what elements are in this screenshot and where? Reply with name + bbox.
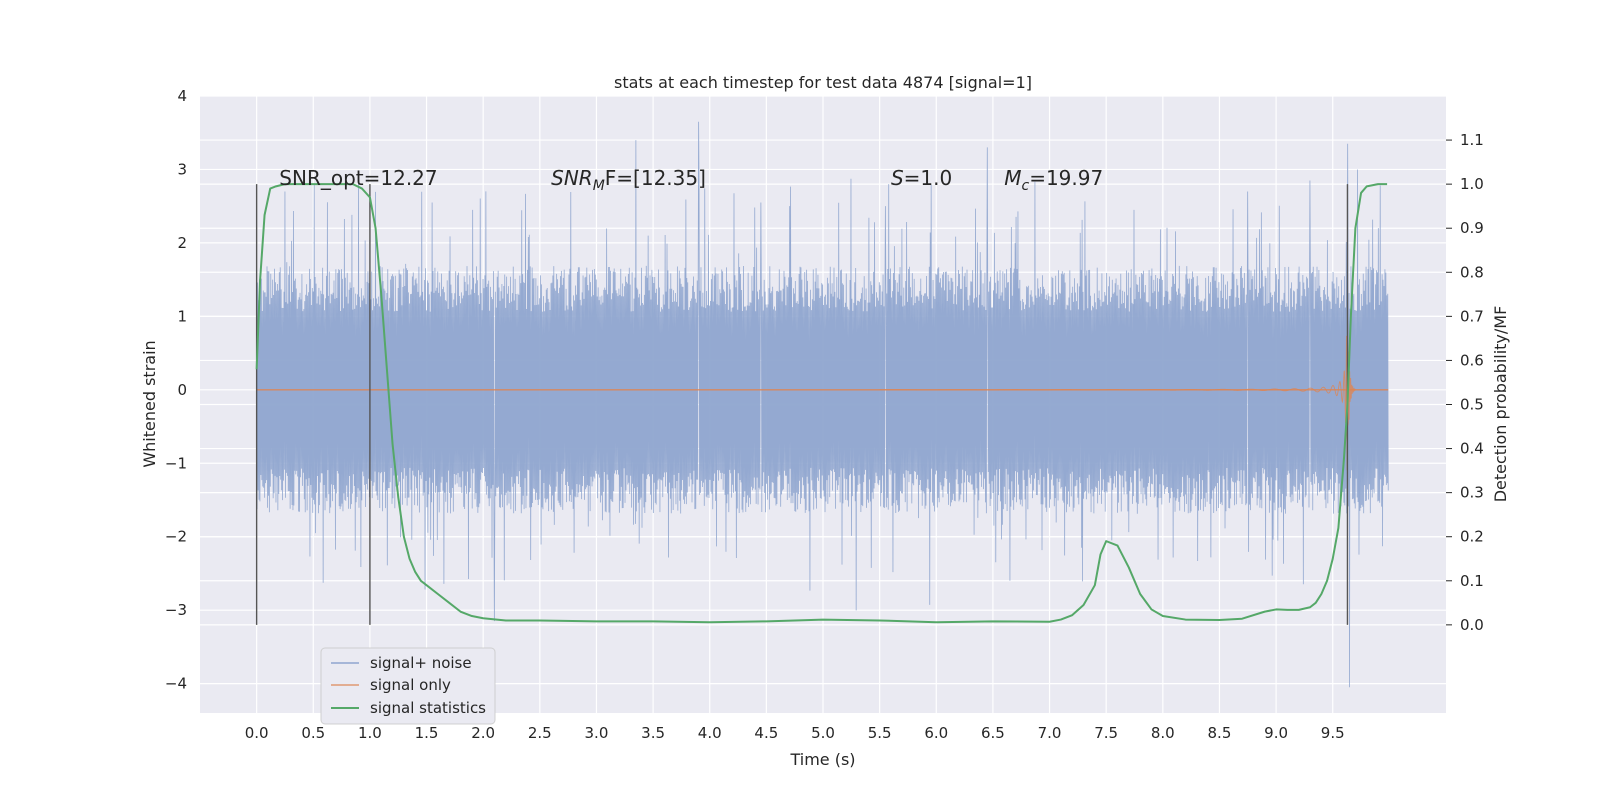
- axes: 0.0 0.5 1.0 1.5 2.0 2.5 3.0 3.5 4.0 4.5 5.0 5.5 6.0 6…: [165, 87, 1484, 742]
- y-tick-label-5: 1: [177, 307, 187, 325]
- x-tick-label-11: 5.5: [868, 724, 892, 742]
- y-axis-label: Whitened strain: [140, 340, 159, 467]
- x-tick-label-3: 1.5: [415, 724, 439, 742]
- x-tick-label-1: 0.5: [301, 724, 325, 742]
- chart-title: stats at each timestep for test data 487…: [614, 73, 1032, 92]
- series-signal-statistics: [255, 183, 1388, 624]
- x-tick-label-14: 7.0: [1038, 724, 1062, 742]
- x-tick-label-9: 4.5: [754, 724, 778, 742]
- x-tick-label-0: 0.0: [245, 724, 269, 742]
- legend-label-signal-only: signal only: [370, 676, 451, 694]
- y2-tick-label-9: 0.9: [1460, 219, 1484, 237]
- y2-tick-label-3: 0.3: [1460, 484, 1484, 502]
- y2-tick-label-0: 0.0: [1460, 616, 1484, 634]
- annotation-2: S=1.0: [891, 166, 952, 190]
- x-tick-label-18: 9.0: [1264, 724, 1288, 742]
- y2-tick-label-10: 1.0: [1460, 175, 1484, 193]
- signal-only-chirp: [879, 323, 1356, 471]
- x-tick-label-2: 1.0: [358, 724, 382, 742]
- y2-tick-label-2: 0.2: [1460, 528, 1484, 546]
- series-signal-only: [256, 323, 1389, 471]
- y-tick-label-6: 2: [177, 234, 187, 252]
- x-tick-label-13: 6.5: [981, 724, 1005, 742]
- x-tick-label-15: 7.5: [1094, 724, 1118, 742]
- x-tick-label-8: 4.0: [698, 724, 722, 742]
- y2-tick-label-7: 0.7: [1460, 307, 1484, 325]
- x-tick-label-10: 5.0: [811, 724, 835, 742]
- y2-tick-label-11: 1.1: [1460, 131, 1484, 149]
- annotation-0: SNR_opt=12.27: [279, 166, 437, 190]
- x-axis-label: Time (s): [789, 750, 855, 769]
- x-tick-label-12: 6.0: [924, 724, 948, 742]
- series-signal-plus-noise: [256, 121, 1389, 688]
- annotation-3: Mc=19.97: [1004, 166, 1103, 194]
- y2-axis-label: Detection probability/MF: [1491, 306, 1510, 503]
- legend-label-signal-plus-noise: signal+ noise: [370, 654, 472, 672]
- x-tick-label-17: 8.5: [1208, 724, 1232, 742]
- x-tick-label-16: 8.0: [1151, 724, 1175, 742]
- y2-tick-label-6: 0.6: [1460, 351, 1484, 369]
- legend-label-signal-statistics: signal statistics: [370, 699, 486, 717]
- legend-box: [320, 647, 496, 725]
- y-tick-label-2: −2: [165, 528, 187, 546]
- x-tick-label-6: 3.0: [585, 724, 609, 742]
- legend: signal+ noise signal only signal statist…: [320, 647, 496, 725]
- y2-tick-label-5: 0.5: [1460, 396, 1484, 414]
- y-tick-label-4: 0: [177, 381, 187, 399]
- y2-tick-label-4: 0.4: [1460, 440, 1484, 458]
- y2-tick-label-1: 0.1: [1460, 572, 1484, 590]
- x-tick-label-7: 3.5: [641, 724, 665, 742]
- y-tick-label-8: 4: [177, 87, 187, 105]
- annotation-1: SNRMF=[12.35]: [551, 166, 706, 194]
- x-tick-label-19: 9.5: [1321, 724, 1345, 742]
- y-tick-label-0: −4: [165, 675, 187, 693]
- annotations: SNR_opt=12.27 SNRMF=[12.35] S=1.0 Mc=19.97: [279, 166, 1103, 194]
- y2-tick-label-8: 0.8: [1460, 263, 1484, 281]
- y-tick-label-7: 3: [177, 160, 187, 178]
- y-tick-label-1: −3: [165, 601, 187, 619]
- x-tick-label-4: 2.0: [471, 724, 495, 742]
- y-tick-label-3: −1: [165, 454, 187, 472]
- signal-statistics-line: [255, 183, 1388, 624]
- signal-plus-noise-line: [256, 121, 1389, 688]
- x-tick-label-5: 2.5: [528, 724, 552, 742]
